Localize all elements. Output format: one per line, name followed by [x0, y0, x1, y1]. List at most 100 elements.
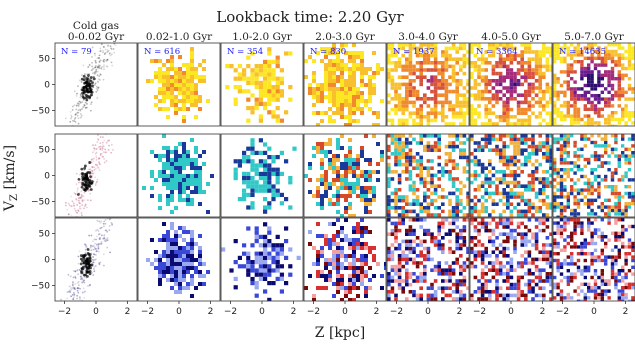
- bin-cell: [459, 297, 463, 301]
- bin-cell: [617, 97, 621, 101]
- bin-cell: [408, 188, 413, 192]
- bin-cell: [542, 198, 546, 203]
- bin-cell: [441, 279, 445, 283]
- gas-point: [101, 149, 104, 151]
- bin-cell: [430, 148, 434, 152]
- bin-cell: [593, 97, 598, 101]
- gas-point: [92, 240, 94, 243]
- bin-cell: [332, 75, 336, 79]
- bin-cell: [267, 97, 272, 102]
- bin-cell: [563, 90, 567, 94]
- bin-cell: [356, 274, 360, 278]
- bin-cell: [580, 191, 584, 196]
- bin-cell: [352, 254, 356, 258]
- bin-cell: [587, 181, 591, 185]
- bin-cell: [328, 91, 332, 95]
- bin-cell: [545, 64, 550, 69]
- bin-cell: [237, 64, 242, 69]
- bin-cell: [531, 272, 535, 276]
- bin-cell: [580, 49, 584, 54]
- bin-cell: [534, 246, 539, 251]
- bin-cell: [419, 134, 423, 138]
- bin-cell: [162, 234, 166, 238]
- gas-point: [82, 287, 85, 290]
- gas-point: [74, 270, 77, 273]
- gas-point: [92, 248, 95, 251]
- bin-cell: [178, 258, 182, 262]
- gas-point: [102, 151, 105, 154]
- bin-cell: [604, 215, 608, 217]
- bin-cell: [506, 97, 510, 101]
- bin-cell: [324, 162, 328, 166]
- bin-cell: [498, 170, 503, 174]
- bin-cell: [488, 89, 492, 94]
- bin-cell: [610, 171, 615, 175]
- bin-cell: [360, 238, 364, 242]
- gas-point: [82, 88, 86, 91]
- bin-cell: [250, 110, 255, 115]
- bin-cell: [509, 268, 514, 272]
- bin-cell: [563, 56, 567, 60]
- bin-cell: [506, 191, 510, 196]
- bin-cell: [524, 68, 528, 72]
- bin-cell: [170, 170, 174, 174]
- bin-cell: [437, 137, 441, 142]
- bin-cell: [368, 230, 372, 234]
- gas-point: [103, 161, 106, 164]
- bin-cell: [513, 82, 517, 87]
- bin-cell: [419, 275, 423, 280]
- bin-cell: [390, 218, 395, 222]
- bin-cell: [316, 186, 320, 190]
- bin-cell: [242, 155, 247, 160]
- bin-cell: [576, 174, 581, 179]
- gas-point: [71, 200, 74, 203]
- gas-point: [68, 289, 71, 292]
- bin-cell: [344, 234, 348, 238]
- bin-cell: [473, 118, 478, 123]
- gas-point: [96, 235, 98, 238]
- gas-point: [100, 234, 103, 237]
- bin-cell: [573, 111, 577, 115]
- bin-cell: [491, 290, 496, 294]
- bin-cell: [360, 107, 364, 111]
- bin-cell: [397, 257, 402, 262]
- bin-cell: [590, 198, 594, 202]
- bin-cell: [448, 89, 452, 94]
- bin-cell: [509, 218, 514, 222]
- bin-cell: [437, 155, 441, 160]
- bin-cell: [162, 63, 166, 67]
- bin-cell: [451, 250, 456, 254]
- bin-cell: [419, 79, 423, 83]
- bin-cell: [587, 83, 591, 88]
- gas-point: [85, 106, 88, 109]
- bin-cell: [448, 275, 452, 280]
- bin-cell: [448, 221, 452, 226]
- bin-cell: [263, 80, 268, 85]
- gas-point: [89, 244, 92, 247]
- bin-cell: [426, 293, 431, 298]
- bin-cell: [426, 170, 431, 174]
- bin-cell: [524, 141, 528, 145]
- bin-cell: [477, 239, 481, 244]
- bin-cell: [284, 210, 288, 214]
- bin-cell: [488, 180, 492, 185]
- bin-cell: [448, 155, 452, 160]
- bin-cell: [340, 278, 344, 282]
- bin-cell: [166, 158, 170, 162]
- bin-cell: [459, 93, 463, 97]
- bin-cell: [549, 279, 552, 283]
- bin-cell: [538, 115, 542, 119]
- bin-cell: [271, 184, 276, 189]
- bin-cell: [538, 275, 542, 280]
- bin-cell: [308, 190, 312, 194]
- bin-cell: [174, 206, 178, 210]
- bin-cell: [513, 86, 517, 90]
- gas-point: [94, 167, 97, 170]
- bin-cell: [352, 226, 356, 230]
- gas-point: [96, 66, 99, 68]
- bin-cell: [405, 228, 409, 233]
- bin-cell: [394, 202, 398, 206]
- bin-cell: [387, 293, 391, 298]
- bin-cell: [430, 118, 434, 123]
- bin-cell: [570, 124, 574, 126]
